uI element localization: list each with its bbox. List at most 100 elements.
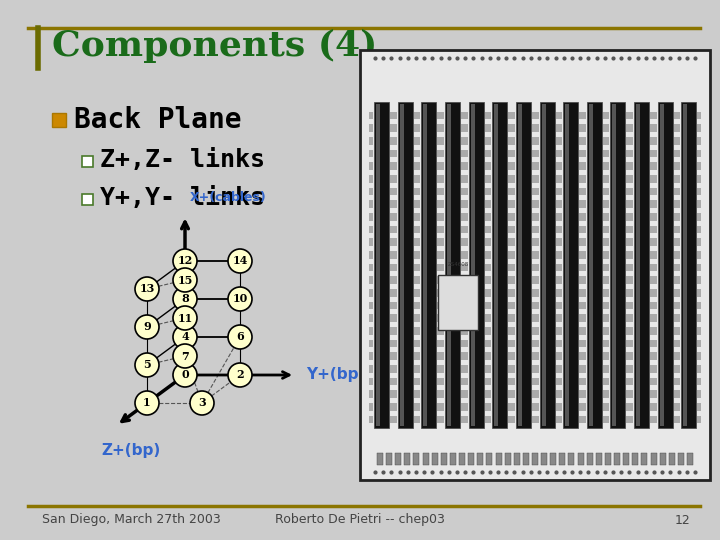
Bar	[687, 453, 693, 465]
Bar	[485, 163, 489, 170]
Bar	[579, 251, 583, 259]
Bar	[534, 276, 539, 284]
Bar	[558, 200, 562, 208]
Bar	[369, 112, 373, 119]
Bar	[416, 264, 420, 271]
Bar	[653, 188, 657, 195]
Bar	[532, 365, 536, 373]
Bar	[558, 175, 562, 183]
Bar	[464, 251, 467, 259]
Bar	[556, 302, 559, 309]
Bar	[650, 365, 654, 373]
Bar	[603, 403, 607, 411]
Circle shape	[228, 287, 252, 311]
Circle shape	[173, 249, 197, 273]
Bar	[626, 353, 631, 360]
Bar	[392, 251, 397, 259]
Bar	[582, 378, 586, 386]
Bar	[390, 390, 394, 398]
Bar	[629, 124, 633, 132]
Bar	[532, 378, 536, 386]
Bar	[676, 175, 680, 183]
Bar	[698, 327, 701, 335]
Bar	[626, 403, 631, 411]
Bar	[414, 378, 418, 386]
Bar	[485, 150, 489, 157]
Bar	[653, 353, 657, 360]
Bar	[626, 365, 631, 373]
Bar	[390, 150, 394, 157]
Bar	[534, 365, 539, 373]
Bar	[437, 378, 441, 386]
Bar	[437, 403, 441, 411]
Bar	[676, 213, 680, 221]
Text: ZS4608: ZS4608	[447, 262, 469, 267]
Bar	[650, 188, 654, 195]
Bar	[511, 137, 515, 145]
Bar	[440, 251, 444, 259]
Bar	[390, 314, 394, 322]
Bar	[437, 289, 441, 296]
Text: Roberto De Pietri -- chep03: Roberto De Pietri -- chep03	[275, 514, 445, 526]
Bar	[626, 238, 631, 246]
Bar	[440, 314, 444, 322]
Bar	[485, 378, 489, 386]
Bar	[414, 238, 418, 246]
Bar	[392, 188, 397, 195]
Bar	[650, 276, 654, 284]
Bar	[511, 213, 515, 221]
Bar	[603, 365, 607, 373]
Circle shape	[135, 277, 159, 301]
Bar	[674, 188, 678, 195]
Bar	[440, 213, 444, 221]
Bar	[676, 251, 680, 259]
Bar	[416, 112, 420, 119]
Bar	[676, 314, 680, 322]
Bar	[603, 188, 607, 195]
Bar	[390, 163, 394, 170]
Bar	[582, 340, 586, 347]
Bar	[485, 353, 489, 360]
Bar	[653, 175, 657, 183]
Bar	[532, 340, 536, 347]
Bar	[603, 416, 607, 423]
Bar	[392, 163, 397, 170]
Bar	[532, 453, 538, 465]
Bar	[360, 50, 710, 480]
Bar	[606, 403, 610, 411]
Bar	[698, 137, 701, 145]
Text: 11: 11	[177, 313, 193, 323]
Bar	[485, 213, 489, 221]
Bar	[653, 251, 657, 259]
Bar	[534, 416, 539, 423]
Bar	[650, 353, 654, 360]
Bar	[414, 112, 418, 119]
Bar	[464, 390, 467, 398]
Bar	[626, 390, 631, 398]
Bar	[464, 416, 467, 423]
Bar	[582, 289, 586, 296]
Bar	[392, 378, 397, 386]
Circle shape	[173, 325, 197, 349]
Bar	[464, 200, 467, 208]
Bar	[390, 112, 394, 119]
Bar	[579, 302, 583, 309]
Bar	[82, 156, 93, 167]
Circle shape	[135, 353, 159, 377]
Bar	[437, 188, 441, 195]
Bar	[511, 403, 515, 411]
Bar	[464, 163, 467, 170]
Bar	[485, 175, 489, 183]
Bar	[558, 112, 562, 119]
Bar	[440, 289, 444, 296]
Bar	[532, 251, 536, 259]
Bar	[511, 251, 515, 259]
Bar	[582, 213, 586, 221]
Bar	[416, 175, 420, 183]
Bar	[440, 390, 444, 398]
Bar	[461, 302, 465, 309]
Bar	[423, 104, 427, 427]
Bar	[511, 390, 515, 398]
Bar	[606, 302, 610, 309]
Bar	[508, 150, 512, 157]
